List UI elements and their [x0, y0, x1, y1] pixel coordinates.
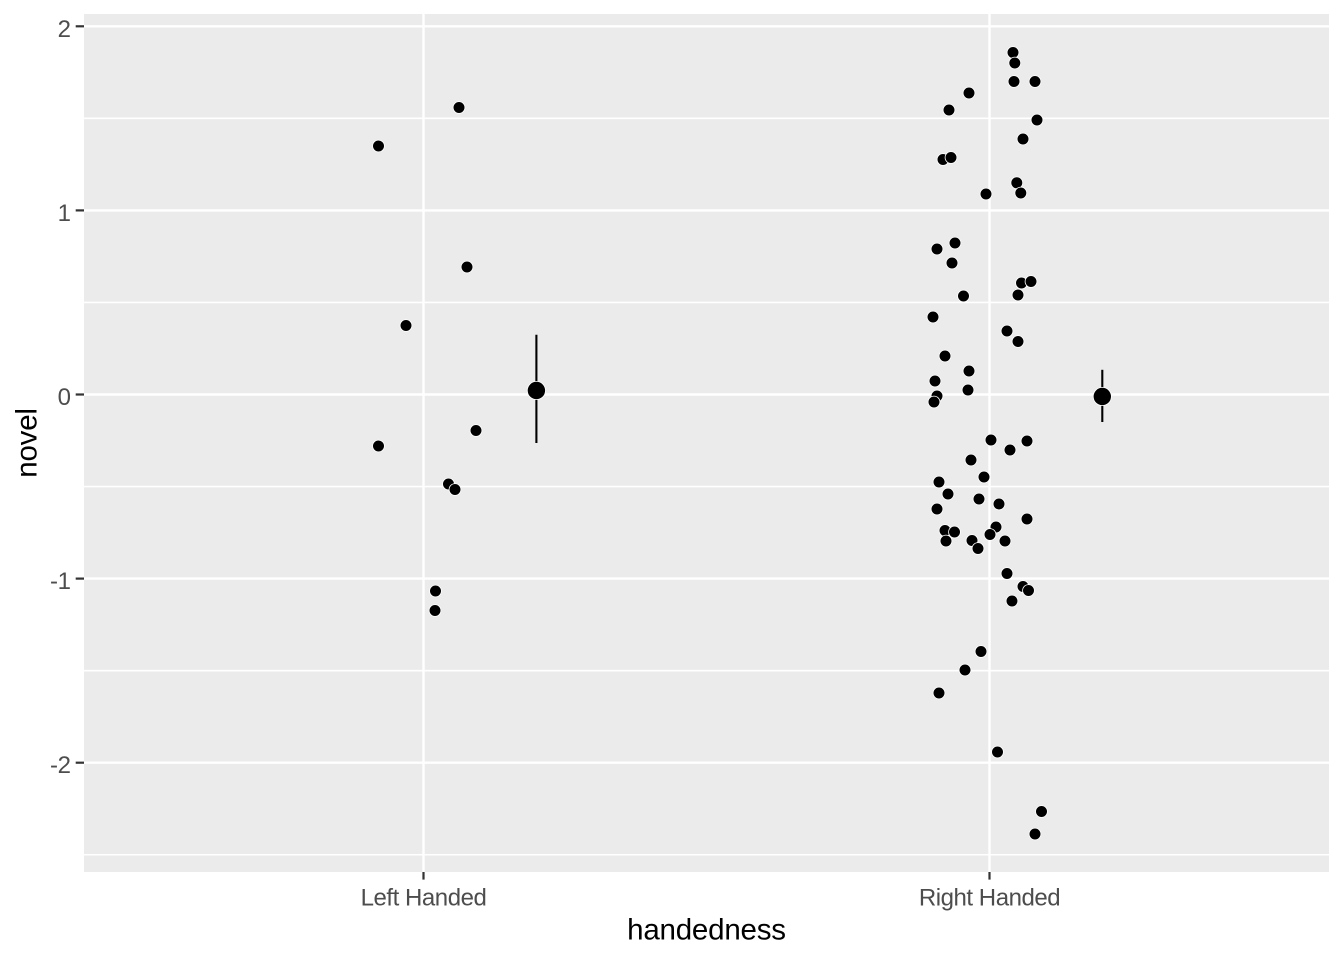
svg-text:2: 2 [58, 16, 71, 43]
svg-text:1: 1 [58, 200, 71, 227]
svg-text:Right Handed: Right Handed [919, 885, 1060, 912]
svg-text:novel: novel [11, 408, 44, 478]
svg-text:handedness: handedness [627, 914, 786, 947]
svg-text:0: 0 [58, 384, 71, 411]
svg-text:Left Handed: Left Handed [361, 885, 487, 912]
svg-text:-2: -2 [50, 752, 71, 779]
svg-text:-1: -1 [50, 568, 71, 595]
